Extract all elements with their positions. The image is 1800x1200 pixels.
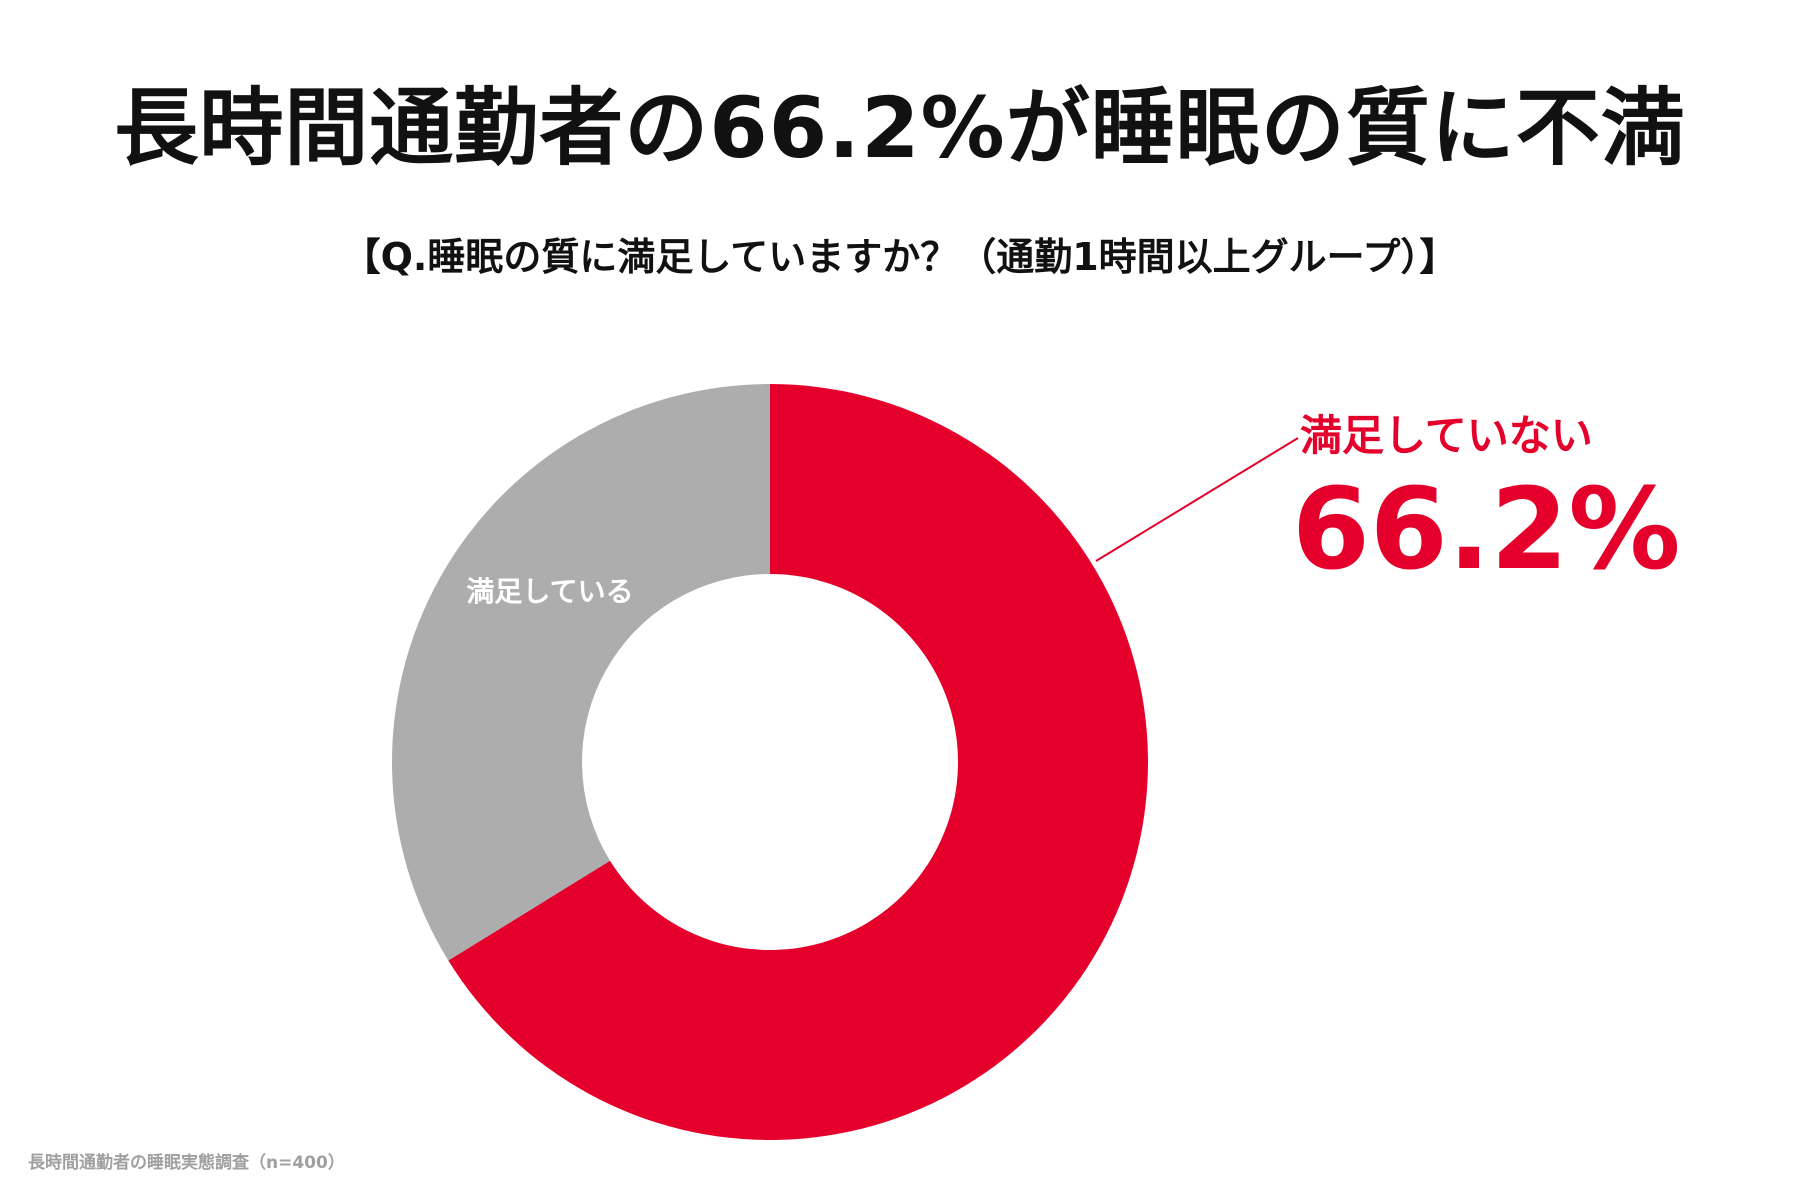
chart-title: 長時間通勤者の66.2%が睡眠の質に不満	[114, 79, 1686, 177]
donut-slice-1	[391, 384, 770, 961]
slice-label-0: 満足していない	[1300, 411, 1593, 460]
source-note: 長時間通勤者の睡眠実態調査（n=400）	[28, 1153, 345, 1173]
slice-value-label-0: 66.2%	[1292, 465, 1681, 595]
leader-line	[1095, 437, 1299, 562]
slice-label-1: 満足している	[466, 575, 633, 608]
donut-slice-0	[448, 384, 1148, 1140]
question-subtitle: 【Q.睡眠の質に満足していますか？（通勤1時間以上グループ）】	[342, 235, 1458, 279]
